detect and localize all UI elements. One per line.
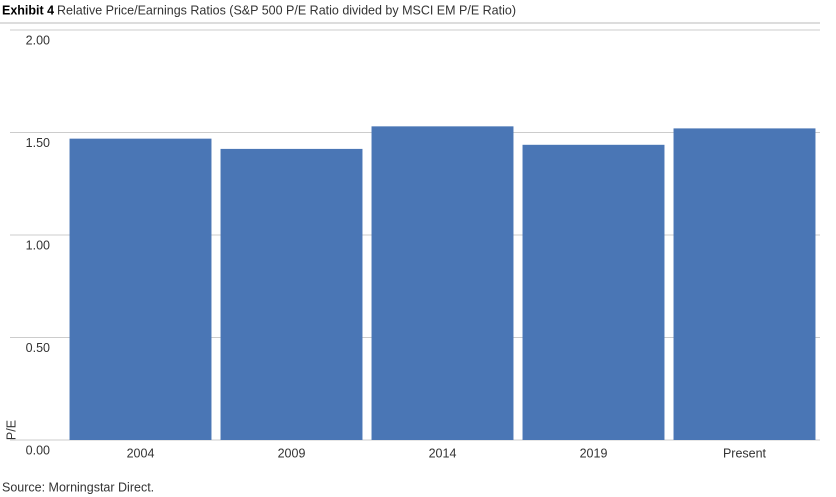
- bar: [371, 126, 514, 440]
- y-tick-label: 1.00: [26, 238, 50, 252]
- bar: [673, 128, 816, 440]
- x-tick-label: 2014: [429, 446, 457, 460]
- y-tick-label: 0.50: [26, 341, 50, 355]
- x-tick-label: Present: [723, 446, 767, 460]
- source-note: Source: Morningstar Direct.: [2, 480, 154, 494]
- x-tick-label: 2019: [580, 446, 608, 460]
- chart-title: Exhibit 4: [2, 3, 54, 17]
- bar: [522, 144, 665, 441]
- y-tick-label: 2.00: [26, 33, 50, 47]
- x-tick-label: 2009: [278, 446, 306, 460]
- bar: [69, 138, 212, 440]
- y-axis-label: P/E: [4, 420, 18, 440]
- bar: [220, 148, 363, 440]
- chart-subtitle: Relative Price/Earnings Ratios (S&P 500 …: [57, 3, 516, 17]
- y-tick-label: 1.50: [26, 136, 50, 150]
- x-tick-label: 2004: [127, 446, 155, 460]
- y-tick-label: 0.00: [26, 443, 50, 457]
